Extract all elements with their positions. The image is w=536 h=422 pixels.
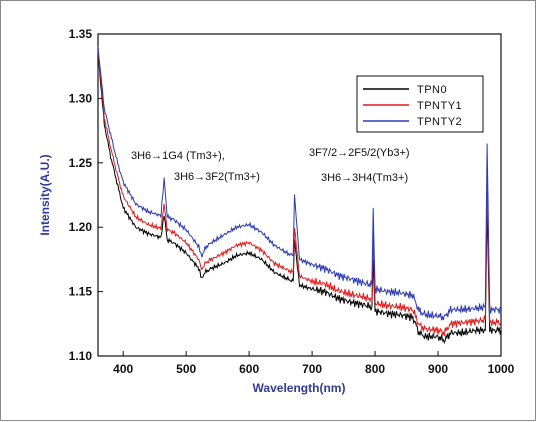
- legend-label-tpnty2: TPNTY2: [417, 116, 462, 128]
- legend-label-tpn0: TPN0: [417, 84, 447, 96]
- ticks-layer: 400 500 600 700 800 900 1000 1.10 1.15 1.20 1.25 1.…: [69, 27, 515, 376]
- series-layer: [97, 46, 502, 345]
- x-tick-label: 500: [176, 362, 196, 376]
- series-line-tpn0: [97, 53, 502, 345]
- legend-items: TPN0 TPNTY1 TPNTY2: [363, 84, 462, 128]
- y-tick-label: 1.35: [69, 27, 93, 41]
- series-line-tpnty1: [97, 49, 502, 337]
- series-line-tpnty2: [97, 46, 502, 321]
- y-tick-label: 1.20: [69, 220, 93, 234]
- annotations-layer: 3H6→1G4 (Tm3+), 3H6→3F2(Tm3+) 3F7/2→2F5/2(…: [131, 147, 410, 184]
- y-tick-label: 1.15: [69, 285, 93, 299]
- y-tick-label: 1.10: [69, 349, 93, 363]
- y-tick-label: 1.30: [69, 91, 93, 105]
- y-axis-title: Intensity(A.U.): [38, 154, 52, 235]
- x-tick-label: 700: [302, 362, 322, 376]
- x-tick-label: 900: [428, 362, 448, 376]
- peak-annotation: 3H6→3F2(Tm3+): [174, 171, 260, 183]
- y-tick-label: 1.25: [69, 156, 93, 170]
- x-tick-label: 800: [365, 362, 385, 376]
- x-axis-title: Wavelength(nm): [253, 381, 346, 395]
- x-tick-label: 400: [113, 362, 133, 376]
- peak-annotation: 3F7/2→2F5/2(Yb3+): [309, 147, 410, 159]
- peak-annotation: 3H6→1G4 (Tm3+),: [131, 150, 225, 162]
- peak-annotation: 3H6→3H4(Tm3+): [321, 172, 408, 184]
- legend-label-tpnty1: TPNTY1: [417, 100, 462, 112]
- legend: TPN0 TPNTY1 TPNTY2: [356, 75, 484, 133]
- x-tick-label: 600: [239, 362, 259, 376]
- x-tick-label: 1000: [488, 362, 515, 376]
- legend-box: [356, 75, 484, 133]
